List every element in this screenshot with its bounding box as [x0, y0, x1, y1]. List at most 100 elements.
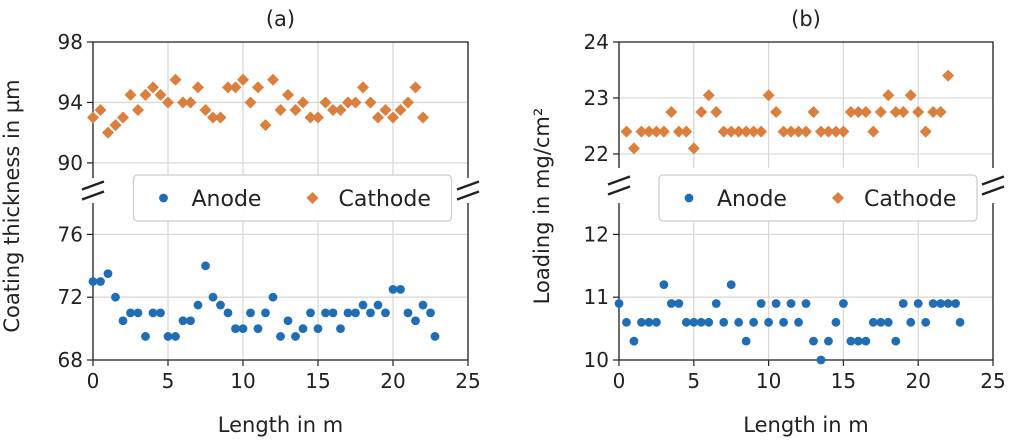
cathode-data-point [934, 106, 947, 118]
cathode-data-point [717, 125, 730, 138]
anode-data-point [928, 299, 938, 308]
cathode-data-point [912, 106, 925, 118]
axis-break-mark [456, 180, 480, 191]
cathode-data-point [874, 106, 887, 118]
cathode-data-point [289, 104, 302, 116]
y-tick-label: 98 [58, 30, 83, 54]
anode-data-point [734, 317, 744, 327]
y-tick-label: 22 [584, 142, 609, 166]
x-tick-label: 5 [162, 369, 175, 393]
cathode-data-point [725, 125, 738, 138]
x-axis-label: Length in m [743, 413, 868, 437]
legend-cathode-marker [306, 192, 319, 204]
cathode-data-point [229, 81, 242, 94]
y-tick-label: 68 [58, 348, 83, 372]
anode-data-point [351, 308, 360, 318]
anode-data-point [411, 316, 420, 326]
anode-data-point [711, 299, 721, 308]
cathode-data-point [267, 73, 279, 86]
anode-data-point [689, 317, 699, 327]
y-axis-label: Loading in mg/cm² [530, 108, 554, 305]
cathode-data-point [807, 106, 820, 118]
cathode-data-point [319, 96, 332, 109]
x-tick-label: 20 [905, 369, 930, 393]
anode-data-point [681, 317, 691, 327]
anode-data-point [943, 299, 953, 308]
cathode-data-point [702, 89, 715, 102]
anode-data-point [373, 300, 383, 310]
legend-cathode-label: Cathode [864, 187, 956, 212]
anode-data-point [666, 299, 676, 308]
cathode-data-point [132, 104, 144, 116]
cathode-data-point [394, 104, 407, 116]
anode-data-point [253, 324, 263, 333]
anode-data-point [786, 299, 796, 308]
axis-break-mark [607, 175, 631, 186]
y-tick-label: 94 [58, 90, 83, 114]
anode-data-point [794, 317, 803, 327]
cathode-data-point [859, 106, 872, 118]
y-axis-label: Coating thickness in µm [0, 79, 24, 332]
y-tick-label: 12 [584, 222, 609, 246]
anode-data-point [178, 316, 188, 326]
x-tick-label: 0 [613, 369, 626, 393]
cathode-data-point [657, 125, 670, 138]
cathode-data-point [222, 81, 234, 94]
lower-axes-frame [618, 203, 994, 361]
x-tick-label: 10 [230, 369, 255, 393]
cathode-data-point [334, 104, 347, 116]
anode-data-point [201, 261, 210, 271]
cathode-data-point [904, 89, 917, 102]
cathode-data-point [680, 125, 693, 138]
anode-data-point [261, 308, 270, 318]
cathode-data-point [814, 125, 827, 138]
cathode-data-point [844, 106, 857, 118]
anode-data-point [96, 277, 105, 286]
cathode-data-point [889, 106, 902, 118]
y-tick-label: 76 [58, 222, 83, 246]
anode-data-point [831, 317, 841, 327]
anode-data-point [193, 300, 203, 310]
cathode-data-point [672, 125, 685, 138]
x-tick-label: 5 [687, 369, 700, 393]
anode-data-point [88, 277, 98, 286]
cathode-data-point [357, 81, 369, 94]
anode-data-point [816, 355, 826, 365]
cathode-data-point [304, 111, 317, 124]
upper-axes-frame [618, 41, 994, 168]
x-axis-label: Length in m [218, 413, 343, 437]
cathode-data-point [627, 142, 640, 155]
y-tick-label: 72 [58, 285, 83, 309]
axis-break-mark [81, 180, 105, 191]
cathode-data-point [214, 111, 227, 124]
cathode-data-point [897, 106, 910, 118]
anode-data-point [951, 299, 960, 308]
anode-data-point [148, 308, 158, 318]
cathode-data-point [822, 125, 835, 138]
chart-title: (a) [266, 7, 295, 31]
axis-break-mark [981, 185, 1005, 196]
anode-data-point [358, 300, 368, 310]
cathode-data-point [792, 125, 805, 138]
cathode-data-point [919, 125, 932, 138]
anode-data-point [883, 317, 893, 327]
cathode-data-point [94, 104, 107, 116]
x-tick-label: 25 [980, 369, 1005, 393]
cathode-data-point [762, 89, 775, 102]
cathode-data-point [102, 126, 114, 139]
anode-data-point [133, 308, 143, 318]
anode-data-point [801, 299, 811, 308]
anode-data-point [426, 308, 435, 318]
anode-data-point [741, 336, 751, 346]
anode-data-point [644, 317, 654, 327]
cathode-data-point [379, 104, 392, 116]
x-tick-label: 15 [831, 369, 856, 393]
cathode-data-point [695, 106, 708, 118]
cathode-data-point [620, 125, 633, 138]
anode-data-point [824, 336, 833, 346]
cathode-data-point [147, 81, 159, 94]
anode-data-point [298, 324, 308, 333]
cathode-data-point [785, 125, 798, 138]
x-tick-label: 20 [380, 369, 405, 393]
cathode-data-point [169, 73, 182, 86]
